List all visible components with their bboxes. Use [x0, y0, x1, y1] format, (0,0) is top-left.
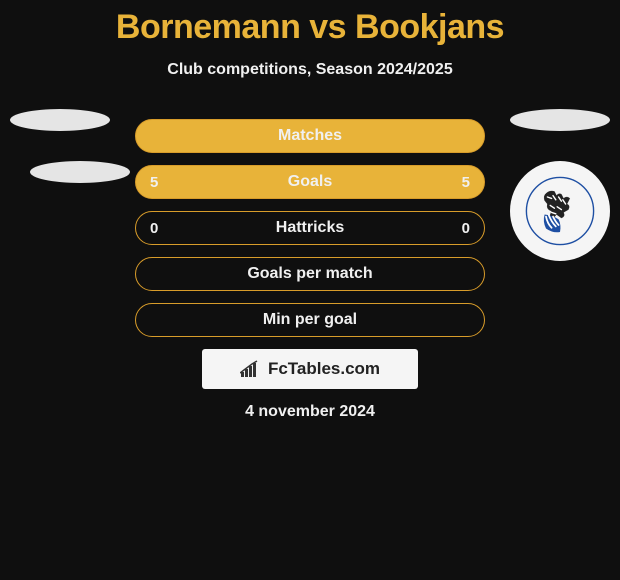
stat-label: Hattricks [276, 219, 344, 237]
stat-row-matches: Matches [135, 119, 485, 153]
left-player-club-placeholder [30, 161, 130, 183]
stat-rows: Matches 5 Goals 5 0 Hattricks 0 Goals pe… [135, 119, 485, 337]
left-player-photo-placeholder [10, 109, 110, 131]
page-subtitle: Club competitions, Season 2024/2025 [0, 61, 620, 79]
right-player-profile [510, 109, 610, 261]
stat-label: Goals [288, 173, 332, 191]
stat-label: Goals per match [247, 265, 372, 283]
stat-label: Matches [278, 127, 342, 145]
left-player-profile [10, 109, 130, 213]
zebra-club-icon [525, 176, 595, 246]
stat-left-value: 5 [150, 174, 158, 191]
right-player-photo-placeholder [510, 109, 610, 131]
stat-label: Min per goal [263, 311, 357, 329]
stat-row-goals-per-match: Goals per match [135, 257, 485, 291]
stat-row-goals: 5 Goals 5 [135, 165, 485, 199]
stat-right-value: 0 [462, 220, 470, 237]
right-player-club-badge [510, 161, 610, 261]
stat-left-value: 0 [150, 220, 158, 237]
bar-chart-icon [240, 360, 262, 378]
stat-row-hattricks: 0 Hattricks 0 [135, 211, 485, 245]
date-label: 4 november 2024 [0, 403, 620, 421]
site-name: FcTables.com [268, 359, 380, 379]
page-title: Bornemann vs Bookjans [0, 0, 620, 47]
stat-right-value: 5 [462, 174, 470, 191]
comparison-area: Matches 5 Goals 5 0 Hattricks 0 Goals pe… [0, 119, 620, 421]
stat-row-min-per-goal: Min per goal [135, 303, 485, 337]
site-attribution-badge[interactable]: FcTables.com [202, 349, 418, 389]
